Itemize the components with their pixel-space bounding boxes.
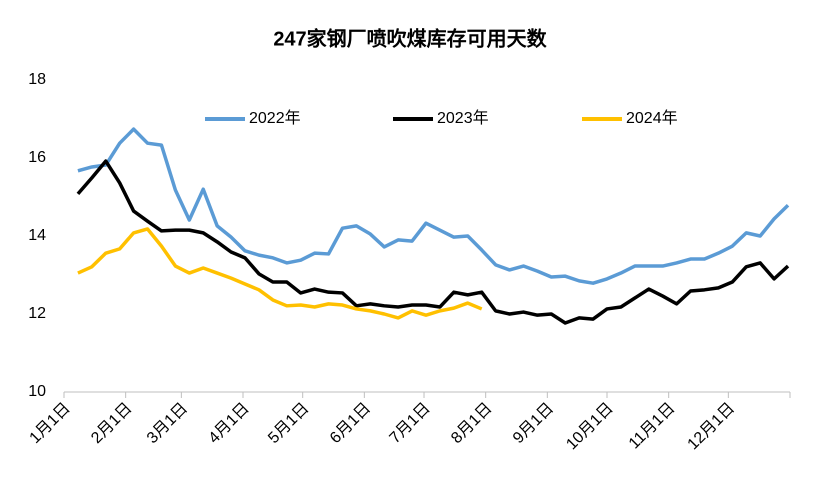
y-tick-label: 16 bbox=[28, 149, 46, 166]
x-tick-label: 3月1日 bbox=[144, 400, 191, 447]
series-line bbox=[77, 227, 483, 320]
x-tick-label: 7月1日 bbox=[387, 400, 434, 447]
series-line bbox=[77, 127, 790, 285]
x-tick-label: 6月1日 bbox=[327, 400, 374, 447]
x-tick-label: 12月1日 bbox=[685, 400, 739, 454]
x-tick-label: 5月1日 bbox=[265, 400, 312, 447]
x-tick-label: 9月1日 bbox=[510, 400, 557, 447]
y-tick-label: 10 bbox=[28, 383, 46, 400]
x-tick-label: 1月1日 bbox=[27, 400, 74, 447]
y-tick-label: 18 bbox=[28, 71, 46, 88]
x-tick-label: 8月1日 bbox=[448, 400, 495, 447]
legend-label: 2022年 bbox=[249, 109, 301, 127]
series-line bbox=[76, 159, 790, 325]
legend-label: 2024年 bbox=[626, 109, 678, 127]
x-tick-label: 2月1日 bbox=[88, 400, 135, 447]
x-tick-label: 10月1日 bbox=[563, 400, 617, 454]
y-tick-label: 12 bbox=[28, 305, 46, 322]
x-tick-label: 11月1日 bbox=[626, 400, 679, 453]
legend-label: 2023年 bbox=[437, 109, 489, 127]
y-tick-label: 14 bbox=[28, 227, 46, 244]
chart-title: 247家钢厂喷吹煤库存可用天数 bbox=[273, 26, 547, 50]
x-tick-label: 4月1日 bbox=[206, 400, 253, 447]
